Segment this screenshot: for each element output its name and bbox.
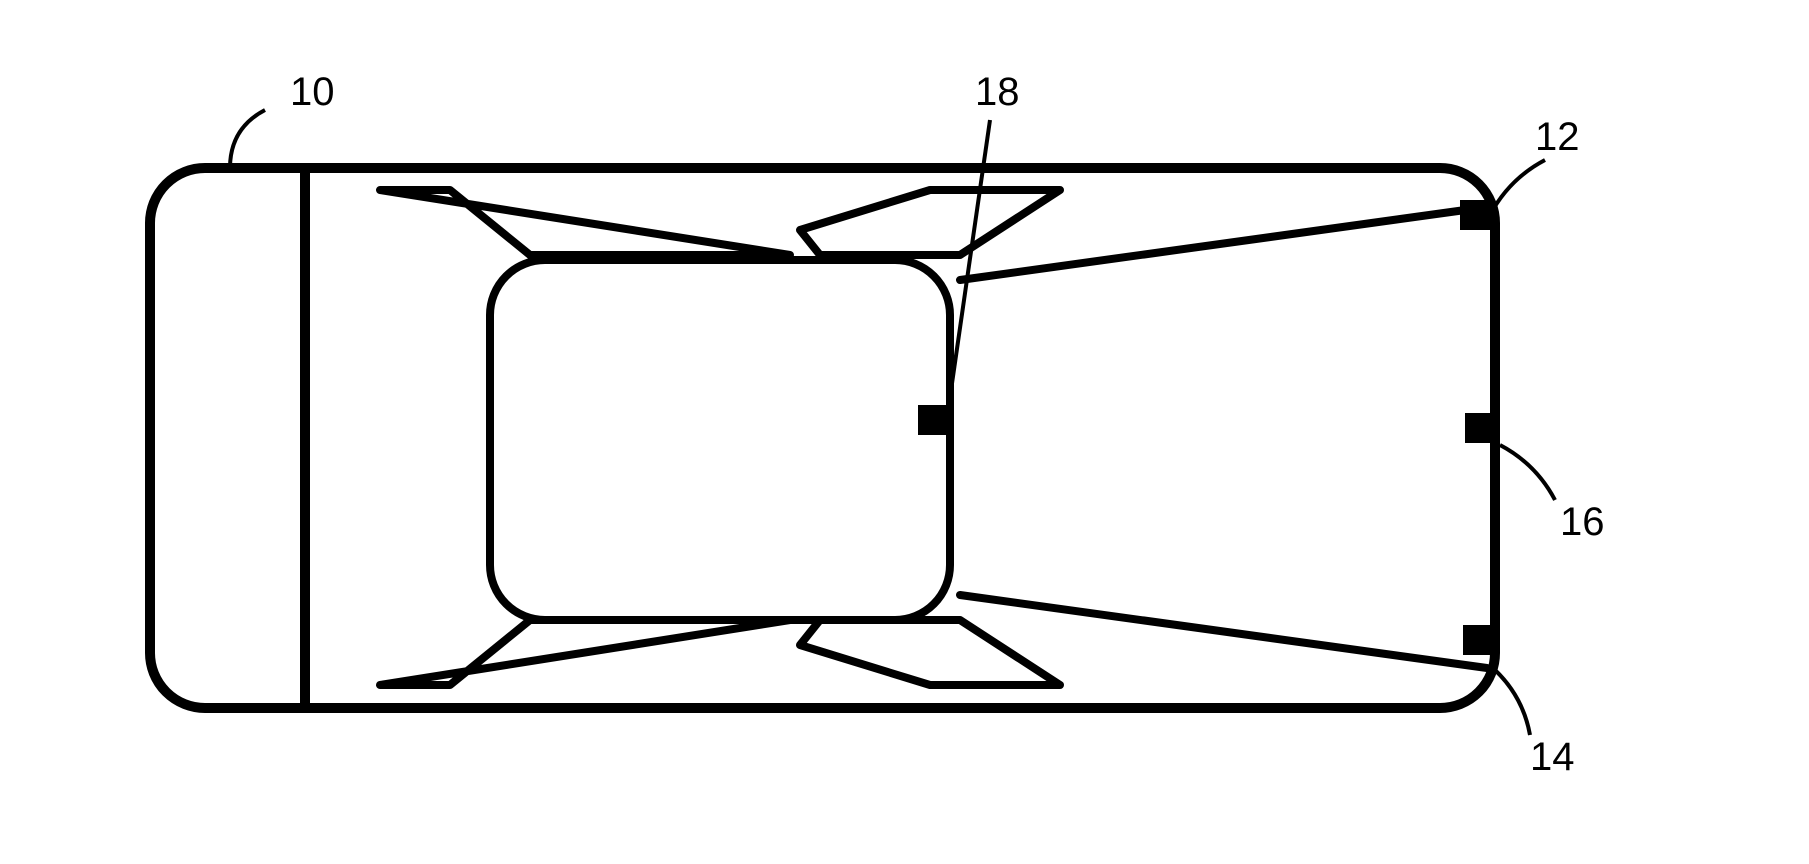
leader-12 bbox=[1490, 160, 1545, 215]
label-14: 14 bbox=[1530, 735, 1575, 779]
sensor-14 bbox=[1463, 625, 1493, 655]
label-12: 12 bbox=[1535, 115, 1580, 159]
window-front-bottom bbox=[800, 620, 1060, 685]
leader-16 bbox=[1500, 445, 1555, 500]
hood-line-bottom bbox=[960, 595, 1487, 668]
leader-10 bbox=[230, 110, 265, 167]
sensor-16 bbox=[1465, 413, 1495, 443]
roof-outline bbox=[490, 260, 950, 620]
label-16: 16 bbox=[1560, 500, 1605, 544]
label-10: 10 bbox=[290, 70, 335, 114]
window-rear-top bbox=[380, 190, 790, 255]
label-18: 18 bbox=[975, 70, 1020, 114]
patent-diagram: 10 18 12 16 14 bbox=[0, 0, 1809, 864]
hood-line-top bbox=[960, 207, 1487, 280]
car-body-outline bbox=[150, 168, 1495, 708]
window-rear-bottom bbox=[380, 620, 790, 685]
leader-14 bbox=[1495, 670, 1530, 735]
sensor-18 bbox=[918, 405, 948, 435]
sensor-12 bbox=[1460, 200, 1490, 230]
window-front-top bbox=[800, 190, 1060, 255]
